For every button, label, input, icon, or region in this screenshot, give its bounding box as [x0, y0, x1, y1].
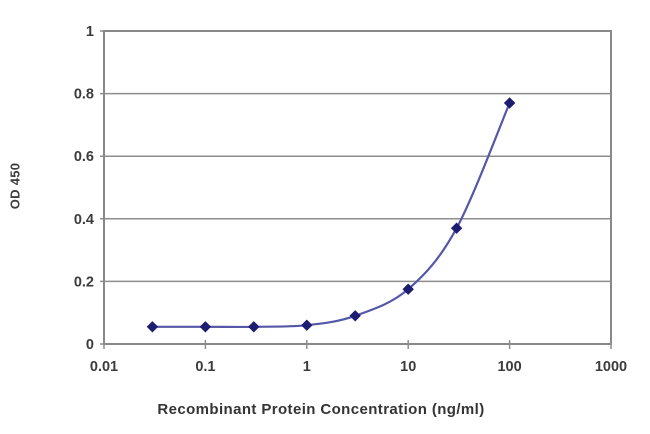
y-tick-label: 0 [86, 337, 94, 353]
x-tick-label: 10 [400, 359, 416, 375]
data-point-marker [402, 283, 414, 295]
y-tick-label: 0.4 [74, 212, 94, 228]
data-point-marker [503, 97, 516, 109]
x-tick-label: 100 [497, 359, 521, 375]
data-point-marker [146, 321, 159, 333]
x-axis-title: Recombinant Protein Concentration (ng/ml… [157, 401, 485, 418]
x-tick-label: 1000 [595, 359, 627, 375]
y-tick-label: 0.8 [74, 87, 94, 103]
x-tick-label: 1 [303, 359, 311, 375]
y-axis-title: OD 450 [7, 162, 23, 210]
plot-border [103, 30, 612, 345]
x-tick-label: 0.1 [195, 359, 215, 375]
y-tick-label: 0.2 [74, 274, 94, 290]
data-point-marker [301, 319, 313, 331]
x-tick-label: 0.01 [90, 359, 118, 375]
data-point-marker [349, 310, 361, 322]
series-line [151, 101, 511, 329]
data-point-marker [248, 321, 260, 333]
y-tick-label: 0.6 [74, 149, 94, 165]
data-point-marker [450, 222, 463, 234]
data-point-marker [199, 321, 212, 333]
y-tick-label: 1 [86, 24, 94, 40]
